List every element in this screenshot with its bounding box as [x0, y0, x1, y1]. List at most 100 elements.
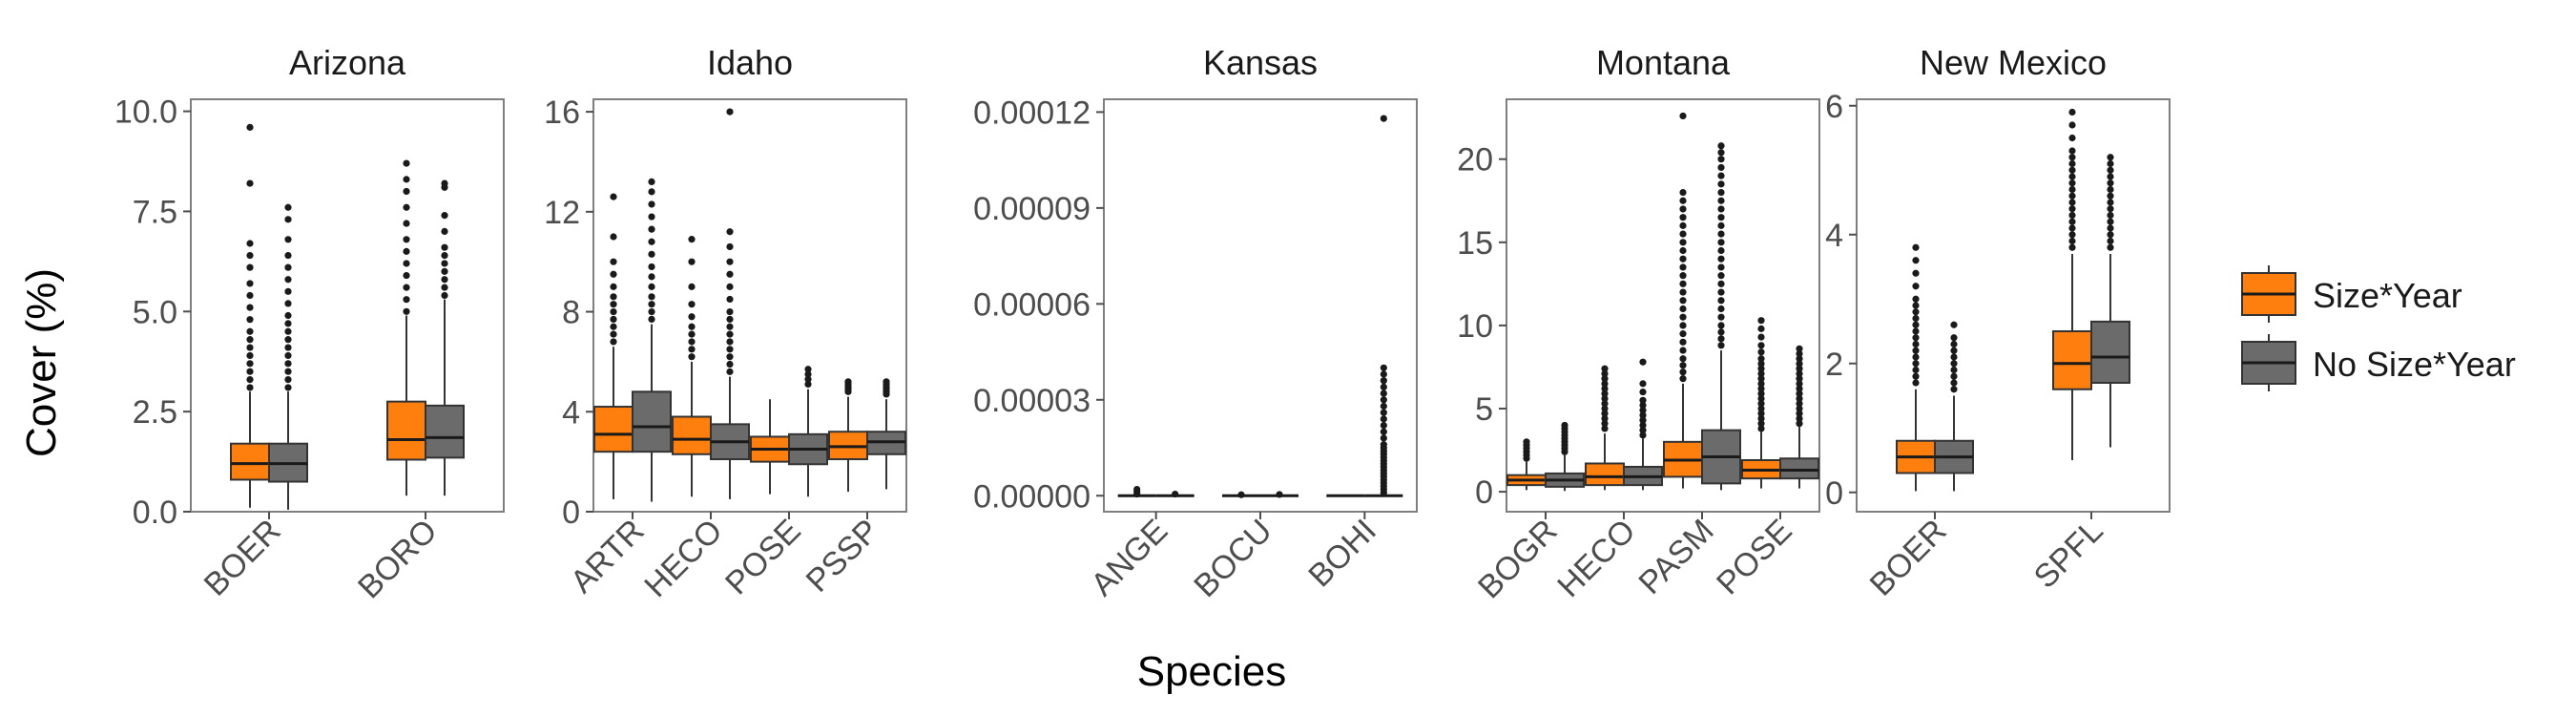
outlier-point [726, 258, 734, 265]
outlier-point [284, 251, 292, 260]
outlier-point [2068, 224, 2076, 232]
outlier-point [1679, 272, 1687, 280]
x-tick-label-arizona-boer: BOER [197, 513, 288, 603]
y-tick-label-idaho: 4 [562, 394, 580, 431]
outlier-point [1757, 420, 1765, 428]
outlier-point [804, 370, 812, 378]
outlier-point [2068, 159, 2076, 168]
panel-frame-kansas [1103, 98, 1418, 513]
outlier-point [648, 200, 655, 208]
outlier-point [726, 108, 734, 116]
outlier-point [610, 283, 617, 290]
box-kansas-ange-size-year [1117, 485, 1156, 498]
outlier-point [2107, 173, 2114, 180]
outlier-point [1561, 421, 1568, 430]
box-idaho-heco-size-year [672, 236, 712, 497]
outlier-point [1717, 239, 1725, 246]
outlier-point [1757, 355, 1765, 363]
y-tick-label-montana: 15 [1457, 225, 1493, 262]
box-idaho-artr-size-year [593, 193, 634, 499]
outlier-point [1380, 383, 1387, 390]
box-montana-heco-no-size-year [1623, 358, 1663, 491]
outlier-point [246, 304, 254, 311]
outlier-point [284, 344, 292, 351]
outlier-point [726, 338, 734, 346]
outlier-point [1601, 400, 1609, 408]
panel-new-mexico: New Mexico 0 2 4 6 BOER SPFL [1825, 43, 2171, 603]
outlier-point [610, 193, 617, 200]
outlier-point [1912, 269, 1920, 277]
outlier-point [1601, 365, 1609, 372]
outlier-point [284, 287, 292, 295]
box-kansas-bohi-no-size-year [1364, 115, 1403, 497]
outlier-point [2068, 211, 2076, 220]
outlier-point [441, 212, 448, 220]
x-tick-label-idaho-pssp: PSSP [800, 513, 886, 600]
outlier-point [1601, 369, 1609, 378]
box-arizona-boer-size-year [230, 123, 270, 508]
outlier-point [2068, 154, 2076, 161]
outlier-point [726, 270, 734, 278]
outlier-point [688, 338, 696, 346]
y-tick-label-kansas: 0.00009 [973, 191, 1091, 227]
outlier-point [1796, 414, 1803, 423]
outlier-point [1796, 380, 1803, 388]
outlier-point [1679, 280, 1687, 287]
outlier-point [648, 250, 655, 258]
outlier-point [1796, 410, 1803, 417]
outlier-point [1717, 230, 1725, 238]
box-new-mexico-spfl-size-year [2052, 108, 2092, 460]
outlier-point [1796, 345, 1803, 352]
outlier-point [1912, 353, 1920, 361]
outlier-point [610, 323, 617, 330]
outlier-point [1639, 407, 1647, 414]
outlier-point [688, 258, 696, 265]
outlier-point [403, 260, 410, 267]
outlier-point [1380, 396, 1387, 404]
outlier-point [2107, 224, 2114, 232]
outlier-point [1679, 322, 1687, 329]
outlier-point [1796, 400, 1803, 408]
outlier-point [1679, 362, 1687, 369]
box-arizona-boer-no-size-year [268, 203, 308, 510]
outlier-point [726, 368, 734, 375]
x-tick-label-montana-heco: HECO [1550, 513, 1642, 604]
outlier-point [1601, 390, 1609, 397]
outlier-point [1757, 390, 1765, 397]
outlier-point [648, 213, 655, 221]
y-tick-label-idaho: 16 [544, 95, 580, 131]
outlier-point [1679, 313, 1687, 321]
box-montana-pasm-no-size-year [1701, 142, 1741, 491]
x-tick-label-idaho-heco: HECO [637, 513, 729, 604]
panel-title-arizona: Arizona [289, 43, 406, 82]
outlier-point [1380, 441, 1387, 449]
outlier-point [1601, 385, 1609, 392]
outlier-point [1717, 214, 1725, 221]
outlier-point [1796, 360, 1803, 368]
outlier-point [1757, 385, 1765, 392]
outlier-point [284, 311, 292, 320]
outlier-point [1380, 415, 1387, 423]
outlier-point [1950, 353, 1958, 361]
outlier-point [688, 301, 696, 308]
outlier-point [1601, 414, 1609, 423]
outlier-point [1717, 328, 1725, 336]
outlier-point [2068, 166, 2076, 174]
x-tick-label-montana-pasm: PASM [1631, 513, 1720, 601]
y-tick-label-new-mexico: 4 [1825, 218, 1843, 254]
outlier-point [1679, 369, 1687, 376]
outlier-point [1639, 380, 1647, 388]
y-tick-label-montana: 0 [1475, 474, 1493, 511]
outlier-point [648, 238, 655, 245]
panel-arizona: Arizona 0.0 2.5 5.0 7.5 10.0 BOER BORO [114, 43, 505, 605]
outlier-point [246, 123, 254, 131]
outlier-point [284, 300, 292, 307]
x-axis-title: Species [1137, 648, 1287, 695]
outlier-point [2068, 218, 2076, 225]
outlier-point [1679, 355, 1687, 363]
outlier-point [610, 258, 617, 265]
outlier-point [1757, 414, 1765, 423]
outlier-point [1757, 348, 1765, 356]
y-tick-label-montana: 20 [1457, 142, 1493, 179]
